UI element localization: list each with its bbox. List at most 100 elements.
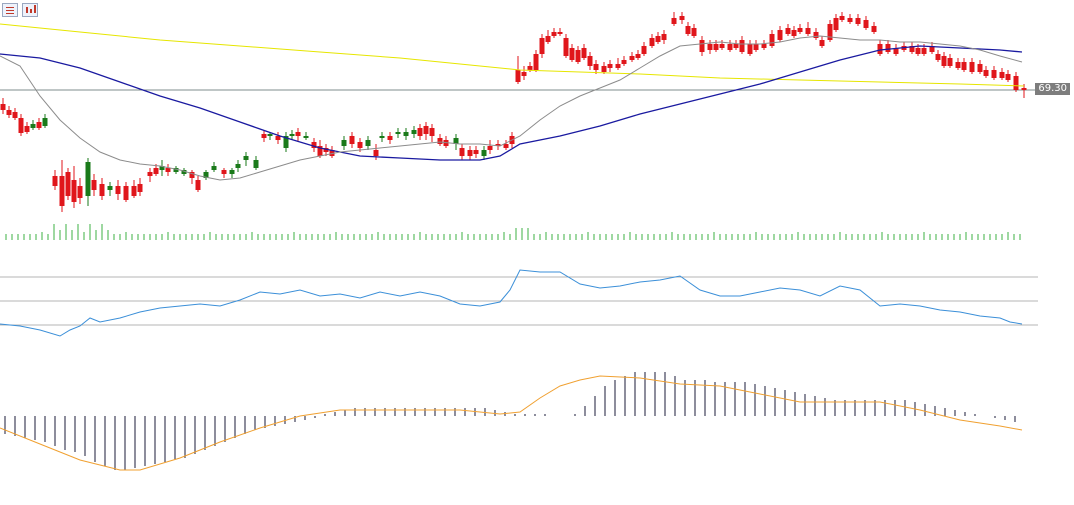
rsi-line xyxy=(0,269,1023,337)
candle-body-126 xyxy=(893,48,899,54)
candle-body-128 xyxy=(909,46,915,52)
candle-body-74 xyxy=(533,54,539,70)
candle-body-29 xyxy=(203,172,209,178)
candle-body-80 xyxy=(569,48,575,60)
candle-body-11 xyxy=(71,180,77,202)
candle-body-132 xyxy=(935,54,941,60)
candle-body-35 xyxy=(253,160,259,168)
candle-body-87 xyxy=(615,64,621,68)
candle-body-110 xyxy=(777,30,783,40)
candle-body-85 xyxy=(601,66,607,72)
ma-fast-line xyxy=(0,35,1023,181)
candle-body-140 xyxy=(991,70,997,78)
current-price-label: 69.30 xyxy=(1035,83,1070,95)
candle-body-117 xyxy=(827,24,833,40)
candle-body-3 xyxy=(18,118,24,133)
candle-body-59 xyxy=(429,128,435,136)
candle-body-45 xyxy=(323,148,329,152)
candle-body-65 xyxy=(473,150,479,154)
candle-body-56 xyxy=(411,130,417,134)
candle-body-2 xyxy=(12,112,18,118)
candle-body-0 xyxy=(0,104,6,110)
candle-body-75 xyxy=(539,38,545,54)
candle-body-69 xyxy=(503,144,509,148)
candle-body-78 xyxy=(557,32,563,34)
candle-body-81 xyxy=(575,50,581,62)
candle-body-53 xyxy=(387,136,393,140)
candle-body-57 xyxy=(417,128,423,136)
candle-body-43 xyxy=(311,142,317,148)
candle-body-33 xyxy=(235,164,241,168)
candle-body-99 xyxy=(699,40,705,52)
candle-body-31 xyxy=(221,170,227,174)
candle-body-37 xyxy=(267,134,273,136)
candle-body-106 xyxy=(747,44,753,54)
candle-body-141 xyxy=(999,72,1005,78)
candle-body-94 xyxy=(661,34,667,40)
candle-body-125 xyxy=(885,44,891,52)
macd-signal-line xyxy=(0,375,1023,471)
candle-body-20 xyxy=(137,184,143,192)
candle-body-40 xyxy=(289,134,295,136)
candle-body-90 xyxy=(635,54,641,58)
candle-body-46 xyxy=(329,150,335,156)
candle-body-79 xyxy=(563,38,569,56)
candle-body-138 xyxy=(977,64,983,72)
candle-body-135 xyxy=(955,62,961,68)
candle-body-67 xyxy=(487,146,493,150)
candle-body-30 xyxy=(211,166,217,170)
candle-body-139 xyxy=(983,70,989,76)
candle-body-73 xyxy=(527,66,533,70)
chart-view-icon[interactable] xyxy=(22,3,38,17)
candle-body-41 xyxy=(295,132,301,136)
candle-body-34 xyxy=(243,156,249,160)
list-view-icon[interactable] xyxy=(2,3,18,17)
candle-body-58 xyxy=(423,126,429,134)
candle-body-121 xyxy=(855,18,861,24)
candle-body-120 xyxy=(847,18,853,22)
candle-body-144 xyxy=(1021,88,1027,90)
candle-body-72 xyxy=(521,72,527,76)
candle-body-7 xyxy=(42,118,48,126)
candle-body-136 xyxy=(961,62,967,70)
candle-body-142 xyxy=(1005,74,1011,80)
candle-body-68 xyxy=(495,144,501,146)
candle-body-115 xyxy=(813,32,819,38)
candle-body-8 xyxy=(52,176,58,186)
candle-body-48 xyxy=(349,136,355,144)
candle-body-77 xyxy=(551,32,557,36)
candle-body-22 xyxy=(153,168,159,174)
candle-body-23 xyxy=(159,166,165,170)
candle-body-49 xyxy=(357,142,363,148)
candle-body-93 xyxy=(655,36,661,42)
candle-body-97 xyxy=(685,26,691,34)
toolbar xyxy=(2,3,38,17)
candle-body-28 xyxy=(195,180,201,190)
candle-body-13 xyxy=(85,162,91,196)
candle-body-100 xyxy=(707,44,713,50)
candle-body-102 xyxy=(719,44,725,48)
candle-body-25 xyxy=(173,168,179,172)
candle-body-84 xyxy=(593,64,599,70)
candle-body-114 xyxy=(805,28,811,34)
candle-body-123 xyxy=(871,26,877,32)
candle-body-107 xyxy=(753,44,759,50)
ma-mid-line xyxy=(0,45,1023,161)
candle-body-26 xyxy=(181,170,187,174)
candle-body-112 xyxy=(791,30,797,36)
candle-body-60 xyxy=(437,138,443,144)
candle-body-27 xyxy=(189,172,195,178)
candle-body-118 xyxy=(833,18,839,30)
candle-body-91 xyxy=(641,46,647,54)
candle-body-95 xyxy=(671,18,677,24)
candle-body-32 xyxy=(229,170,235,174)
candle-body-38 xyxy=(275,136,281,140)
candle-body-134 xyxy=(947,58,953,66)
candle-body-133 xyxy=(941,56,947,66)
candle-body-62 xyxy=(453,138,459,144)
candle-body-54 xyxy=(395,132,401,134)
candle-body-71 xyxy=(515,70,521,82)
candle-body-5 xyxy=(30,124,36,128)
candle-body-143 xyxy=(1013,76,1019,90)
